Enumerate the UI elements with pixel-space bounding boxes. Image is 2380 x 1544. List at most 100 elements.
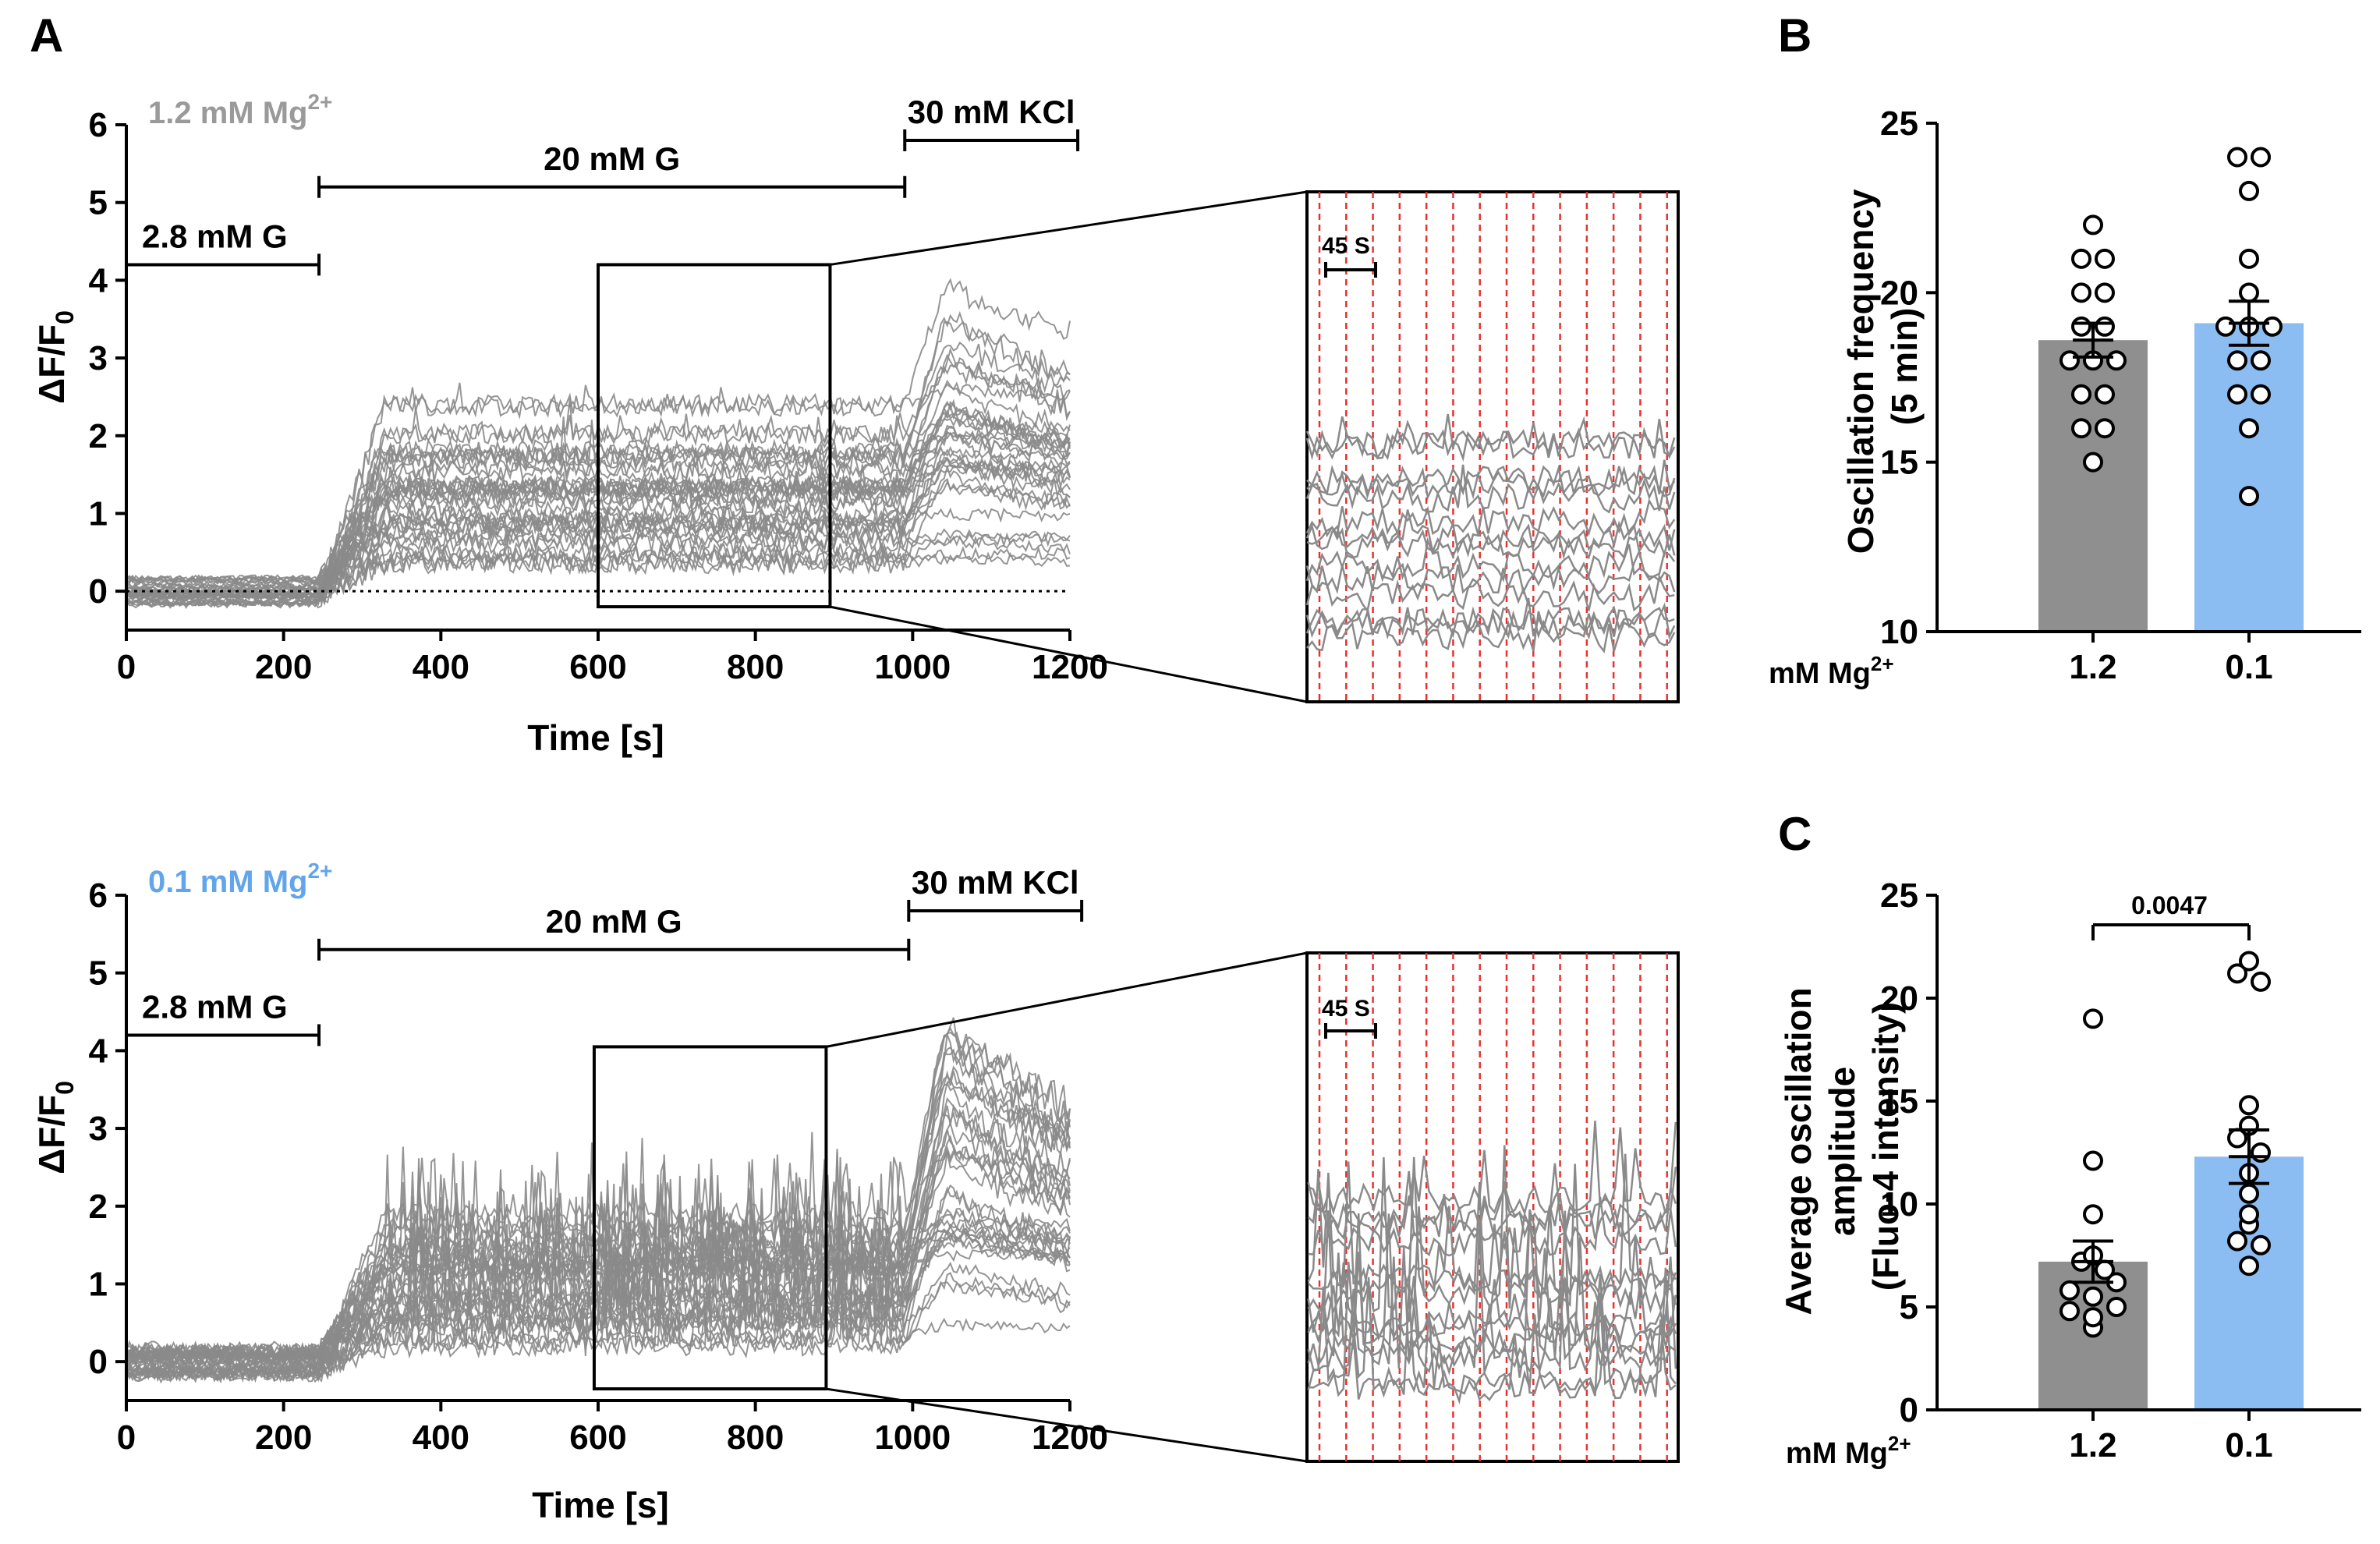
y-tick-label: 6: [89, 876, 108, 915]
y-tick-label: 4: [89, 1032, 108, 1070]
data-point: [2239, 1183, 2259, 1204]
inset-trace-line: [1305, 498, 1676, 538]
y-tick-label: 15: [1880, 444, 1918, 482]
y-tick-label: 5: [89, 184, 108, 222]
data-point: [2239, 282, 2259, 303]
x-axis-prefix: mM Mg2+: [1769, 652, 1894, 690]
data-point: [2106, 1297, 2127, 1317]
y-axis-title-line-2: (5 min): [1884, 308, 1925, 426]
data-point: [2239, 486, 2259, 507]
y-axis-title-main: ΔF/F: [31, 324, 72, 404]
trace-line: [126, 1096, 1071, 1362]
y-tick-label: 6: [89, 106, 108, 144]
y-axis-title-sub: 0: [51, 310, 79, 324]
data-point: [2059, 1280, 2080, 1301]
x-tick-label: 600: [569, 648, 626, 686]
data-point: [2083, 1204, 2103, 1225]
trace-line: [126, 1070, 1071, 1360]
inset-trace-line: [1306, 466, 1676, 501]
data-point: [2239, 180, 2259, 201]
category-label: 1.2: [2069, 648, 2116, 686]
y-tick-label: 10: [1880, 613, 1918, 651]
trace-line: [126, 1103, 1071, 1381]
x-axis-prefix-sup: 2+: [1888, 1432, 1911, 1455]
x-tick-label: 1200: [1032, 1418, 1108, 1457]
x-tick-label: 1000: [874, 648, 951, 686]
bar-plot: 0 5 10 15 20 25 1.2 0.1: [1880, 876, 2361, 1464]
zoom-window: [592, 1045, 828, 1391]
inset-trace-line: [1306, 611, 1676, 653]
x-tick-label: 1000: [874, 1418, 951, 1457]
data-point: [2071, 248, 2091, 269]
data-point: [2083, 1008, 2103, 1029]
zoom-connector-bottom: [826, 1387, 1308, 1463]
y-tick-label: 20: [1880, 979, 1918, 1018]
treatment-label: 30 mM KCl: [912, 864, 1079, 901]
data-point: [2251, 1234, 2271, 1255]
inset-trace-line: [1307, 1145, 1677, 1315]
y-axis-title-line-1: Average oscillation: [1778, 987, 1819, 1315]
condition-label-sup: 2+: [307, 859, 332, 883]
zoom-inset: [1305, 951, 1680, 1463]
category-label: 1.2: [2069, 1426, 2116, 1464]
data-point: [2227, 963, 2247, 984]
trace-line: [126, 1108, 1071, 1381]
data-point: [2071, 316, 2091, 337]
data-point: [2095, 418, 2115, 439]
y-axis-title: Oscillation frequency (5 min): [1840, 179, 1925, 554]
y-axis-title: Average oscillation amplitude (Fluo-4 in…: [1778, 978, 1906, 1316]
inset-trace-line: [1308, 1121, 1677, 1216]
y-tick-label: 15: [1880, 1082, 1918, 1121]
data-point: [2262, 316, 2283, 337]
y-axis-title: ΔF/F0: [31, 310, 79, 404]
trace-plot-low-mg: 0 200 400 600 800 1000 1200 0 1 2 3 4 5 6 2.8 mM G 20 …: [31, 859, 1680, 1525]
y-tick-label: 1: [89, 1265, 108, 1303]
inset-trace-line: [1305, 413, 1676, 461]
x-tick-label: 0: [117, 648, 136, 686]
inset-scale-label: 45 S: [1322, 996, 1370, 1022]
y-tick-label: 20: [1880, 274, 1918, 312]
y-tick-label: 3: [89, 339, 108, 377]
data-point: [2227, 1231, 2247, 1252]
y-tick-label: 2: [89, 1188, 108, 1226]
y-axis-title-line-2: amplitude: [1822, 1067, 1862, 1236]
inset-trace-line: [1307, 1210, 1677, 1354]
x-tick-label: 600: [569, 1418, 626, 1457]
x-axis-prefix-main: mM Mg: [1769, 657, 1871, 690]
data-point: [2215, 316, 2236, 337]
x-tick-label: 800: [727, 1418, 784, 1457]
panel-label-c: C: [1778, 808, 1812, 860]
y-axis-title-sub: 0: [51, 1081, 79, 1095]
y-axis-title-main: ΔF/F: [31, 1095, 72, 1174]
inset-trace-line: [1305, 509, 1676, 554]
treatment-bars: 2.8 mM G 20 mM G 30 mM KCl: [125, 864, 1084, 1046]
panel-label-a: A: [30, 9, 63, 62]
inset-trace-line: [1305, 416, 1676, 462]
x-tick-label: 200: [255, 1418, 312, 1457]
treatment-label: 2.8 mM G: [142, 988, 288, 1025]
data-point: [2251, 971, 2271, 992]
category-label: 0.1: [2225, 1426, 2272, 1464]
bar-plot: 10 15 20 25 1.2 0.1: [1880, 104, 2361, 686]
bar: [2038, 340, 2148, 632]
data-point: [2239, 1204, 2259, 1225]
data-point: [2239, 1095, 2259, 1116]
inset-trace-line: [1306, 459, 1676, 498]
treatment-label: 30 mM KCl: [908, 94, 1075, 130]
data-point: [2239, 418, 2259, 439]
data-point: [2071, 384, 2091, 405]
trace-lines: [126, 1017, 1071, 1384]
y-tick-label: 0: [89, 1343, 108, 1381]
condition-label-sup: 2+: [307, 90, 332, 114]
treatment-label: 20 mM G: [544, 140, 680, 177]
inset-trace-line: [1308, 1312, 1677, 1405]
inset-trace-line: [1308, 1196, 1677, 1257]
x-axis-prefix-sup: 2+: [1871, 652, 1894, 675]
x-tick-label: 400: [413, 648, 469, 686]
data-point: [2227, 350, 2247, 371]
condition-label: 1.2 mM Mg2+: [148, 90, 332, 130]
treatment-bars: 2.8 mM G 20 mM G 30 mM KCl: [125, 94, 1080, 276]
data-point: [2106, 350, 2127, 371]
